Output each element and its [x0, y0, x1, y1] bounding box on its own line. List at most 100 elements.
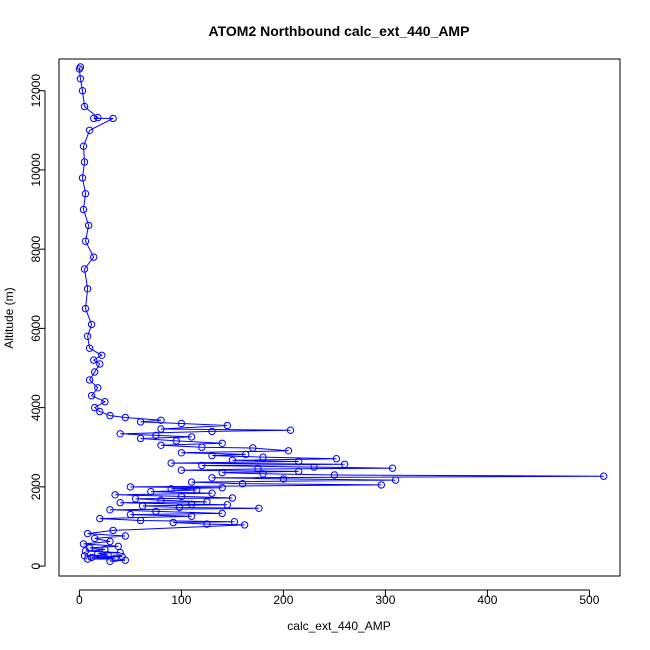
data-point: [167, 459, 175, 467]
data-point: [114, 542, 122, 550]
data-point: [79, 142, 88, 150]
data-point: [310, 463, 318, 471]
data-point: [600, 472, 608, 480]
chart-title: ATOM2 Northbound calc_ext_440_AMP: [209, 23, 470, 39]
data-point: [87, 392, 96, 400]
data-point: [198, 443, 206, 451]
data-point: [228, 456, 237, 464]
data-point: [391, 476, 400, 484]
data-point: [91, 403, 99, 412]
data-point: [101, 398, 109, 406]
x-tick-label: 200: [273, 593, 293, 607]
data-point: [79, 205, 88, 214]
data-point: [83, 529, 92, 538]
data-point: [81, 190, 90, 198]
data-point: [90, 114, 98, 123]
data-point: [106, 506, 114, 514]
data-point: [87, 320, 96, 329]
data-point: [111, 491, 119, 499]
y-tick-label: 8000: [29, 235, 43, 262]
data-point: [377, 481, 385, 489]
data-point: [87, 553, 96, 562]
data-point: [218, 439, 226, 447]
data-point: [157, 416, 165, 424]
y-axis: 0 2000 4000 6000 8000 10000 12000: [29, 74, 46, 569]
data-point: [175, 503, 184, 512]
data-point: [83, 285, 92, 293]
data-point: [254, 465, 262, 473]
data-point: [138, 502, 147, 510]
x-axis-label: calc_ext_440_AMP: [287, 619, 390, 633]
data-point: [340, 460, 349, 468]
data-point: [94, 113, 102, 122]
data-point: [177, 492, 186, 501]
data-point: [121, 413, 130, 422]
data-point: [136, 516, 145, 525]
data-point: [157, 496, 165, 504]
data-point: [198, 461, 206, 470]
data-point: [91, 368, 99, 376]
data-point: [147, 487, 155, 496]
data-point: [80, 265, 89, 273]
y-axis-label: Altitude (m): [2, 287, 16, 348]
data-point: [193, 486, 201, 494]
data-point: [208, 474, 216, 482]
data-point: [109, 526, 117, 535]
y-tick-label: 6000: [29, 315, 43, 342]
data-point: [96, 407, 104, 416]
data-point: [388, 464, 397, 472]
data-point: [218, 468, 226, 477]
data-point: [109, 114, 117, 123]
data-point: [81, 237, 90, 245]
data-point: [295, 467, 303, 476]
data-point: [218, 509, 226, 518]
data-point: [208, 427, 216, 436]
data-point: [91, 534, 99, 543]
data-point: [332, 455, 341, 463]
data-point: [106, 537, 114, 546]
plot-area: [75, 63, 608, 565]
data-point: [218, 484, 226, 492]
data-point: [94, 384, 102, 392]
data-point: [104, 551, 112, 559]
plot-border: [58, 58, 621, 577]
data-point: [177, 419, 186, 428]
data-point: [187, 512, 196, 520]
data-point: [259, 453, 267, 461]
y-tick-label: 2000: [29, 473, 43, 500]
x-tick-label: 400: [477, 593, 497, 607]
data-point: [230, 518, 239, 526]
data-point: [80, 158, 89, 166]
data-point: [111, 554, 119, 562]
data-point: [223, 421, 232, 430]
data-point: [203, 498, 211, 506]
data-point: [152, 431, 160, 440]
data-point: [295, 457, 303, 466]
data-point: [223, 501, 232, 509]
data-point: [330, 471, 339, 479]
data-point: [167, 485, 175, 493]
series-line: [78, 66, 604, 562]
data-point: [78, 87, 87, 95]
x-axis: 0 100 200 300 400 500: [76, 589, 600, 607]
data-point: [80, 102, 89, 111]
data-point: [85, 344, 94, 352]
data-point: [255, 504, 263, 512]
x-tick-label: 0: [76, 593, 83, 607]
data-point: [177, 449, 186, 457]
data-point: [116, 499, 124, 507]
data-point: [76, 75, 85, 83]
data-point: [79, 540, 88, 548]
data-point: [101, 545, 109, 554]
data-point: [131, 495, 140, 503]
data-point: [90, 356, 98, 364]
data-point: [94, 549, 102, 558]
data-point: [118, 552, 126, 561]
y-tick-label: 10000: [29, 153, 43, 187]
data-point: [126, 483, 135, 491]
data-point: [172, 437, 181, 445]
data-point: [157, 425, 165, 433]
data-point: [136, 418, 145, 426]
data-point: [187, 433, 196, 441]
